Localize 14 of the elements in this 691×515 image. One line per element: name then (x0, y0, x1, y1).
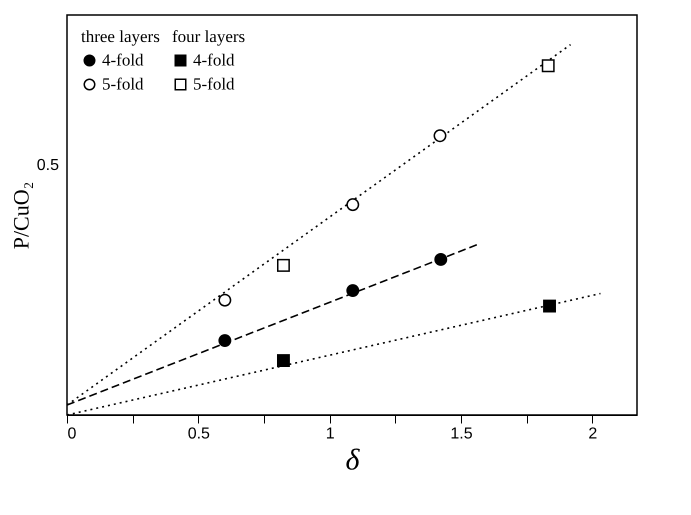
x-axis-title: δ (346, 444, 361, 476)
y-axis-title: P/CuO₂ (8, 182, 34, 250)
legend-label: 4-fold (102, 50, 144, 70)
legend-label: 5-fold (102, 74, 144, 94)
legend-label: 5-fold (193, 74, 236, 94)
x-tick-label: 1.5 (450, 426, 473, 442)
x-tick-label: 1 (326, 426, 335, 442)
text: three layers (81, 27, 160, 46)
legend-label: 4-fold (193, 50, 236, 70)
x-tick-label: 2 (588, 426, 598, 442)
x-tick-label: 0.5 (188, 426, 210, 442)
text: four layers (172, 27, 246, 46)
x-tick-label: 0 (68, 426, 76, 442)
text: 0.5 (36, 157, 60, 174)
